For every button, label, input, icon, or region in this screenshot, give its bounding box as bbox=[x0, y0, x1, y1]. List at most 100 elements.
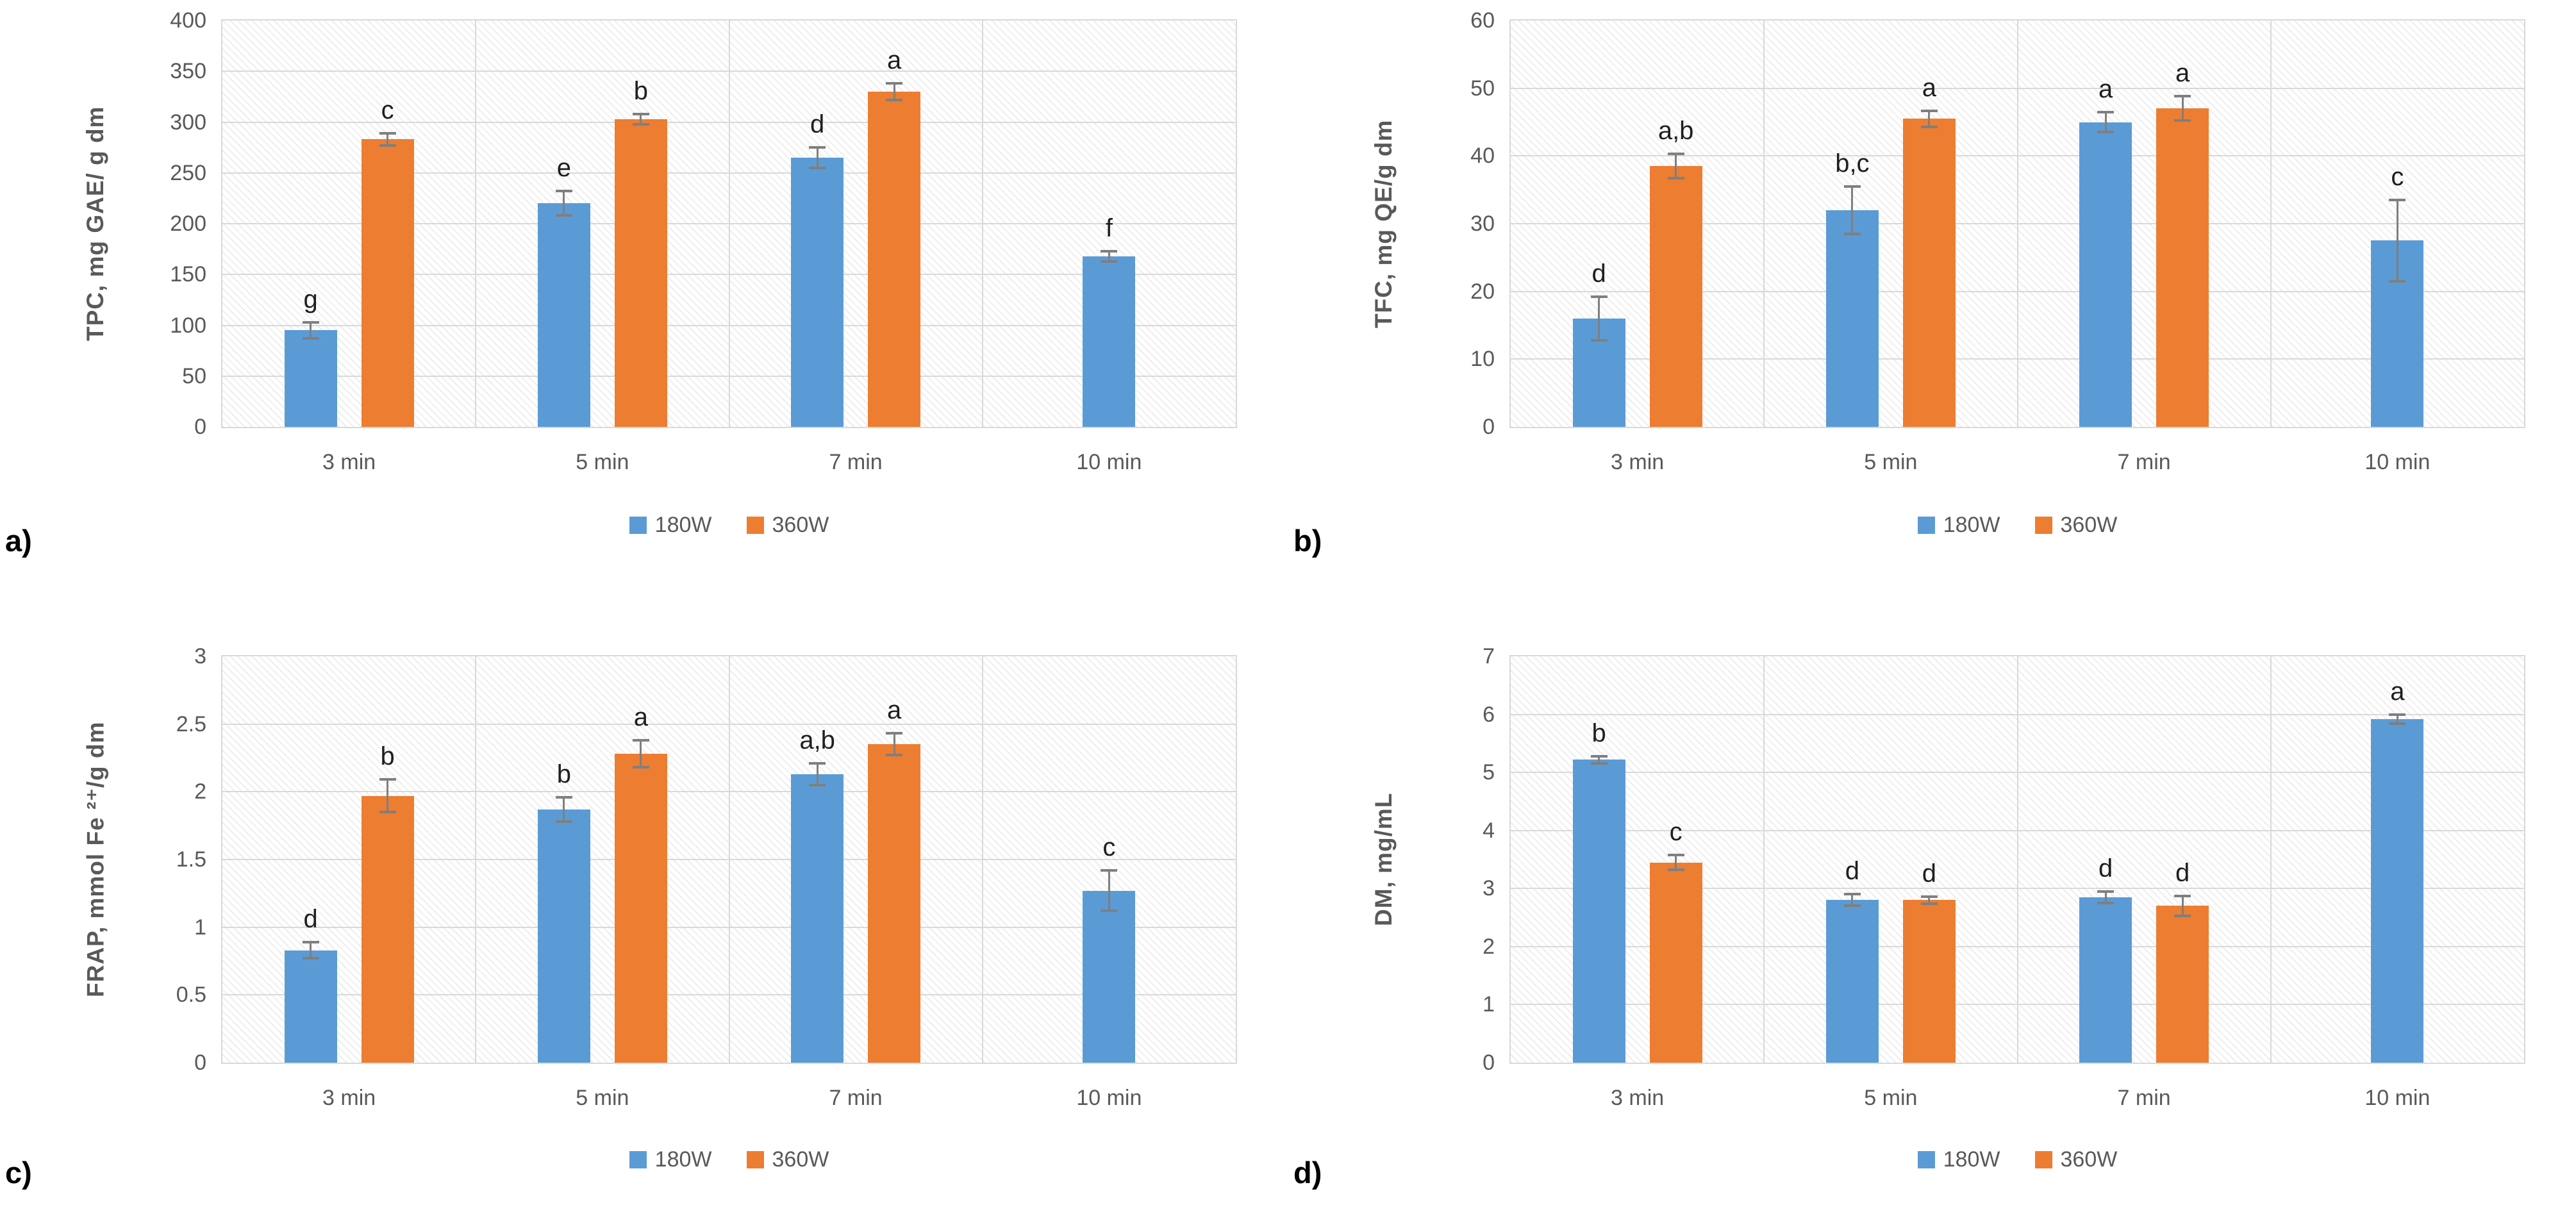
legend-label-360w: 360W bbox=[772, 1147, 829, 1172]
legend-item-180w: 180W bbox=[629, 513, 712, 538]
category-separator-line bbox=[981, 656, 983, 1063]
bar-slot: b bbox=[537, 656, 590, 1063]
bar-360w bbox=[868, 744, 921, 1063]
bar-slot: a bbox=[614, 656, 667, 1063]
significance-letter: a bbox=[887, 696, 902, 725]
bar-180w bbox=[1083, 256, 1136, 427]
error-cap-top bbox=[555, 190, 572, 193]
bar-180w bbox=[791, 774, 844, 1063]
legend-label-360w: 360W bbox=[772, 513, 829, 537]
bar-slot: a bbox=[868, 21, 921, 427]
bar-slot: b bbox=[614, 21, 667, 427]
bar-slot: d bbox=[1902, 656, 1956, 1063]
x-category-label: 3 min bbox=[1611, 450, 1665, 474]
x-category-label: 3 min bbox=[1611, 1086, 1665, 1110]
significance-letter: a bbox=[2098, 74, 2113, 103]
significance-letter: b,c bbox=[1835, 149, 1870, 178]
legend-item-180w: 180W bbox=[1917, 513, 2000, 538]
error-cap-bottom bbox=[2174, 119, 2191, 122]
bar-slot: b bbox=[361, 656, 414, 1063]
bar-180w bbox=[1825, 210, 1879, 427]
significance-letter: d bbox=[1922, 859, 1936, 888]
bar-360w bbox=[1902, 119, 1956, 427]
significance-letter: a bbox=[2390, 677, 2405, 706]
bar-slot: c bbox=[1083, 656, 1136, 1063]
legend-swatch-180w bbox=[1917, 1151, 1935, 1168]
x-category-label: 7 min bbox=[829, 1086, 883, 1110]
legend: 180W 360W bbox=[1509, 1147, 2525, 1172]
significance-letter: d bbox=[1591, 260, 1606, 288]
y-tick-label: 60 bbox=[1470, 8, 1495, 33]
bar-slot: a bbox=[1902, 21, 1956, 427]
x-category-label: 10 min bbox=[1076, 1086, 1142, 1110]
y-tick-label: 50 bbox=[1470, 76, 1495, 101]
error-cap-bottom bbox=[1667, 868, 1684, 872]
significance-letter: a bbox=[2175, 59, 2190, 88]
error-cap-bottom bbox=[632, 122, 649, 126]
error-cap-bottom bbox=[2174, 914, 2191, 917]
bar-180w bbox=[2371, 718, 2424, 1063]
error-bar bbox=[1928, 110, 1931, 127]
y-tick-label: 100 bbox=[170, 313, 206, 338]
error-bar bbox=[640, 740, 642, 768]
significance-letter: c bbox=[381, 95, 394, 124]
bar-group-10-min: f bbox=[983, 21, 1236, 427]
error-bar bbox=[2181, 96, 2184, 121]
y-tick-label: 0.5 bbox=[176, 983, 206, 1008]
panel-label-a: a) bbox=[5, 524, 32, 558]
bar-slot: a bbox=[2156, 21, 2209, 427]
significance-letter: d bbox=[2175, 859, 2190, 888]
error-bar bbox=[2104, 891, 2107, 903]
y-tick-label: 3 bbox=[194, 644, 206, 668]
bar-180w bbox=[1572, 760, 1625, 1063]
error-bar bbox=[310, 942, 312, 959]
legend-label-360w: 360W bbox=[2060, 1147, 2118, 1172]
error-cap-top bbox=[1843, 893, 1861, 896]
y-tick-label: 2.5 bbox=[176, 711, 206, 736]
error-cap-bottom bbox=[2097, 901, 2115, 904]
error-cap-bottom bbox=[1590, 338, 1608, 342]
error-cap-bottom bbox=[1843, 904, 1861, 908]
error-bar bbox=[1598, 297, 1600, 340]
error-bar bbox=[893, 83, 895, 100]
bar-group-7-min: a,b a bbox=[729, 656, 983, 1063]
error-cap-top bbox=[632, 112, 649, 115]
significance-letter: a bbox=[1922, 73, 1936, 102]
error-bar bbox=[2181, 896, 2184, 916]
bar-slot: a bbox=[2079, 21, 2132, 427]
x-category-label: 5 min bbox=[1864, 1086, 1918, 1110]
error-cap-bottom bbox=[809, 166, 826, 169]
y-tick-label: 300 bbox=[170, 110, 206, 135]
y-tick-label: 1 bbox=[1483, 992, 1495, 1017]
bar-180w bbox=[2079, 122, 2132, 427]
y-axis-title: TFC, mg QE/g dm bbox=[1370, 119, 1397, 328]
y-tick-label: 3 bbox=[1483, 876, 1495, 901]
bar-180w bbox=[1083, 890, 1136, 1063]
significance-letter: c bbox=[1102, 833, 1116, 861]
y-tick-label: 40 bbox=[1470, 144, 1495, 169]
error-cap-top bbox=[1843, 185, 1861, 188]
plot-area: 0 0.5 1 1.5 2 2.5 3 d b b a a,b a c 3 min 5 min 7 min 10 … bbox=[176, 644, 1237, 1110]
significance-letter: d bbox=[1845, 857, 1859, 886]
significance-letter: b bbox=[633, 76, 648, 105]
legend-item-360w: 360W bbox=[2034, 513, 2117, 538]
y-axis-title: FRAP, mmol Fe ²⁺/g dm bbox=[82, 721, 109, 998]
legend-swatch-360w bbox=[2034, 1151, 2052, 1168]
category-separator-line bbox=[728, 21, 730, 427]
significance-letter: e bbox=[556, 154, 571, 183]
legend-item-360w: 360W bbox=[746, 513, 829, 538]
error-bar bbox=[1675, 154, 1677, 179]
error-bar bbox=[640, 113, 642, 124]
y-tick-label: 20 bbox=[1470, 279, 1495, 304]
significance-letter: d bbox=[810, 110, 825, 139]
y-tick-label: 0 bbox=[1483, 1050, 1495, 1075]
error-cap-top bbox=[1101, 249, 1118, 253]
legend-swatch-360w bbox=[746, 1151, 764, 1168]
y-tick-label: 250 bbox=[170, 160, 206, 185]
error-cap-bottom bbox=[1590, 761, 1608, 765]
error-cap-bottom bbox=[2389, 279, 2406, 283]
